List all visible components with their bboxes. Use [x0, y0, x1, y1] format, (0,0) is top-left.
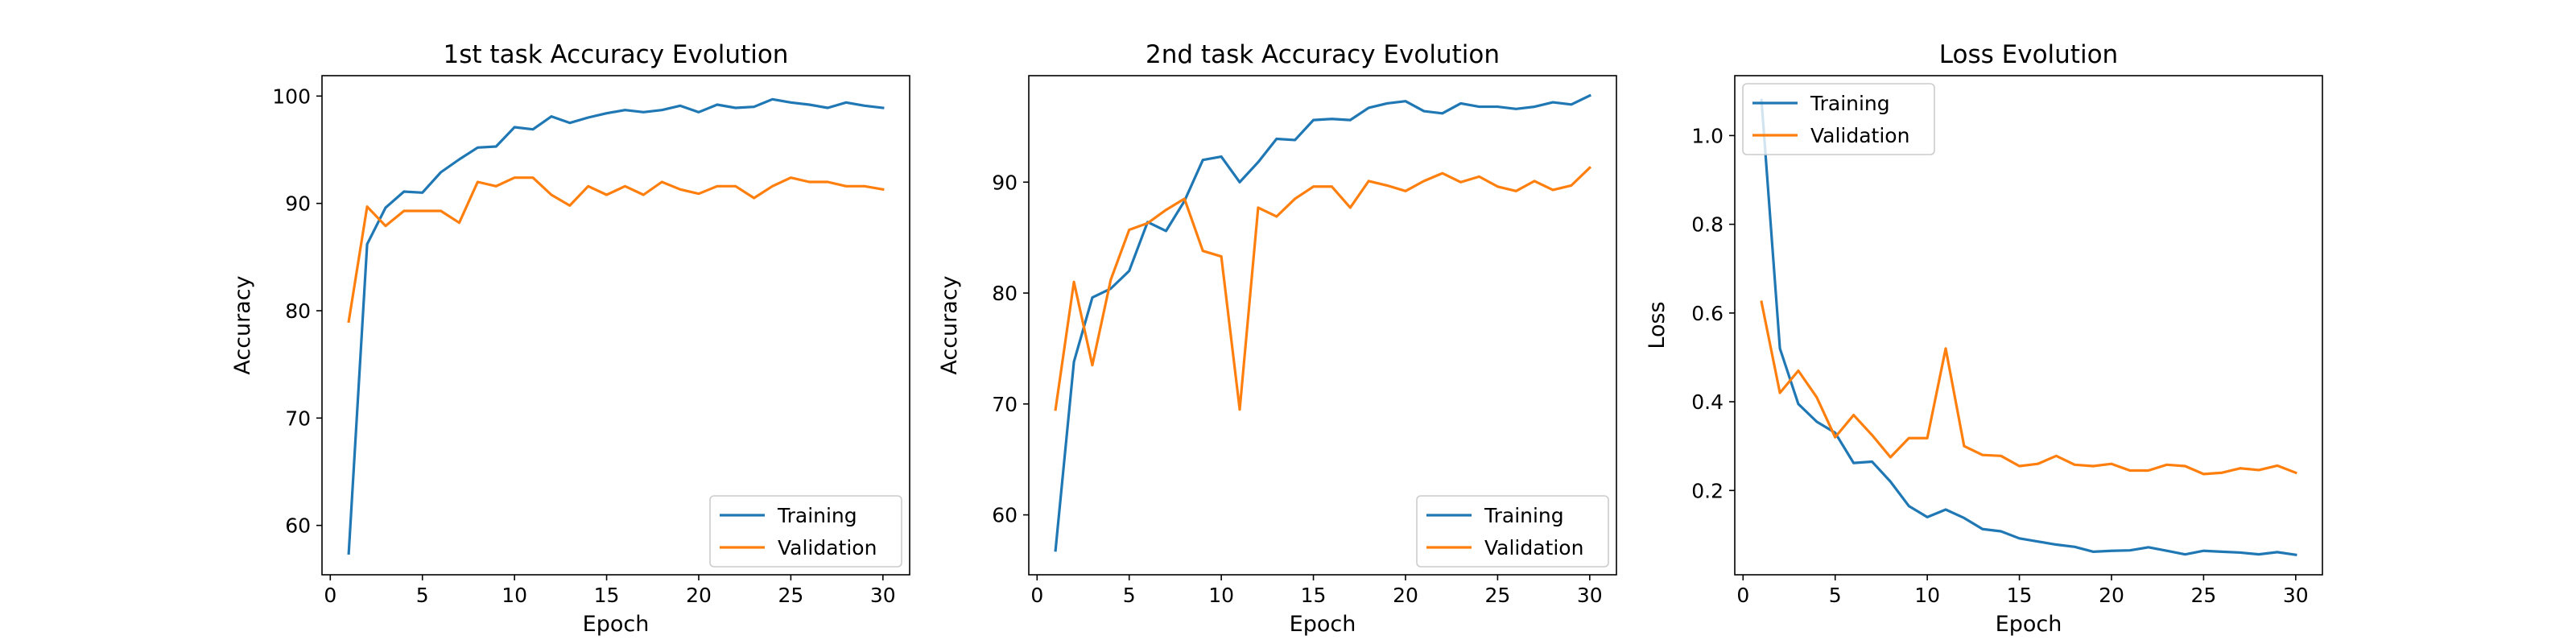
- legend-box: [1416, 495, 1609, 568]
- chart-title: Loss Evolution: [1939, 40, 2118, 69]
- legend-label: Validation: [1484, 536, 1583, 559]
- x-tick-label: 10: [1208, 584, 1234, 607]
- y-tick-label: 70: [992, 393, 1018, 416]
- y-tick-label: 100: [272, 85, 311, 108]
- x-axis-label: Epoch: [1290, 612, 1356, 637]
- y-tick-label: 1.0: [1691, 124, 1724, 147]
- chart-panel-1: 1st task Accuracy Evolution 0 5 10 15 20 25 30 6…: [230, 40, 910, 637]
- y-axis-label: Accuracy: [230, 275, 255, 374]
- y-tick-label: 70: [285, 407, 311, 430]
- axes-frame: [1734, 75, 2323, 576]
- y-tick-label: 60: [285, 514, 311, 538]
- x-tick-label: 15: [594, 584, 620, 607]
- x-axis-label: Epoch: [583, 612, 650, 637]
- series-line-training: [1760, 98, 2297, 557]
- x-tick-label: 30: [1577, 584, 1603, 607]
- x-tick-label: 25: [1484, 584, 1510, 607]
- x-tick-label: 30: [2283, 584, 2309, 607]
- x-tick-label: 0: [1030, 584, 1043, 607]
- y-tick-label: 0.8: [1691, 213, 1724, 237]
- chart-panel-2: 2nd task Accuracy Evolution 0 5 10 15 20 25 30 6…: [937, 40, 1617, 637]
- y-tick-label: 0.2: [1691, 479, 1724, 502]
- x-tick-label: 20: [1393, 584, 1418, 607]
- x-tick-label: 10: [1914, 584, 1940, 607]
- legend-box: [1742, 83, 1935, 155]
- legend-label: Validation: [778, 536, 877, 559]
- chart-title: 2nd task Accuracy Evolution: [1146, 40, 1500, 69]
- y-tick-label: 80: [992, 282, 1018, 305]
- series-line-training: [1054, 93, 1591, 552]
- x-axis-label: Epoch: [1996, 612, 2062, 637]
- x-tick-label: 5: [1123, 584, 1136, 607]
- y-axis-label: Loss: [1645, 301, 1670, 349]
- x-tick-label: 5: [416, 584, 429, 607]
- y-tick-label: 0.4: [1691, 390, 1724, 414]
- legend-label: Validation: [1810, 124, 1909, 147]
- y-axis-label: Accuracy: [937, 275, 962, 374]
- x-tick-label: 25: [778, 584, 803, 607]
- chart-title: 1st task Accuracy Evolution: [444, 40, 789, 69]
- x-tick-label: 0: [1736, 584, 1749, 607]
- series-line-training: [347, 97, 885, 555]
- x-tick-label: 5: [1829, 584, 1842, 607]
- y-tick-label: 60: [992, 504, 1018, 527]
- axes-frame: [1028, 75, 1617, 576]
- x-tick-label: 20: [2099, 584, 2124, 607]
- x-tick-label: 0: [324, 584, 336, 607]
- legend-label: Training: [1810, 92, 1890, 115]
- x-tick-label: 10: [502, 584, 527, 607]
- x-tick-label: 25: [2190, 584, 2216, 607]
- y-tick-label: 0.6: [1691, 302, 1724, 325]
- x-tick-label: 20: [686, 584, 712, 607]
- series-line-validation: [1760, 300, 2297, 476]
- x-tick-label: 15: [2007, 584, 2033, 607]
- legend-label: Training: [1484, 504, 1564, 527]
- y-tick-label: 90: [992, 171, 1018, 194]
- legend: Training Validation: [1742, 83, 1935, 155]
- x-tick-label: 15: [1301, 584, 1327, 607]
- x-tick-label: 30: [870, 584, 896, 607]
- series-line-validation: [347, 176, 885, 324]
- chart-panel-3: Loss Evolution 0 5 10 15 20 25 30 0.2 0.4 0.6 0.8 1.…: [1645, 40, 2323, 637]
- series-line-validation: [1054, 166, 1592, 411]
- y-tick-label: 90: [285, 192, 311, 216]
- y-tick-label: 80: [285, 299, 311, 323]
- legend-box: [709, 495, 902, 568]
- axes-frame: [321, 75, 910, 576]
- legend: Training Validation: [1416, 495, 1609, 568]
- legend: Training Validation: [709, 495, 902, 568]
- legend-label: Training: [777, 504, 857, 527]
